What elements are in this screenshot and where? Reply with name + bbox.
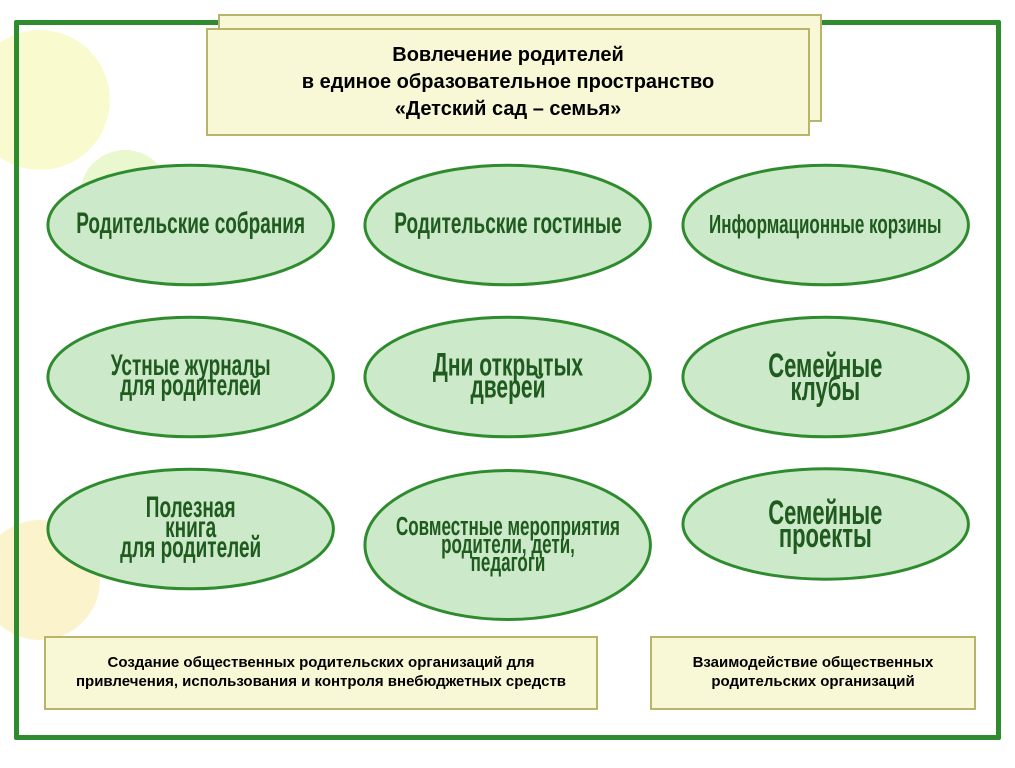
bubble-r1c1: Родительские собрания: [42, 160, 339, 290]
bubble-label: Совместные мероприятияродители, дети,пед…: [371, 518, 645, 572]
bubble-label: Информационные корзины: [689, 216, 963, 234]
title-line3: «Детский сад – семья»: [228, 96, 788, 123]
bubble-text-line: Родительские гостиные: [394, 210, 621, 241]
bubble-r3c1: Полезнаякнигадля родителей: [42, 464, 339, 594]
footer-left-text: Создание общественных родительских орган…: [62, 654, 580, 692]
bubble-text-line: проекты: [779, 518, 872, 554]
bubble-text-line: Информационные корзины: [709, 211, 942, 239]
footer-right-box: Взаимодействие общественных родительских…: [650, 636, 976, 710]
bubble-label: Полезнаякнигадля родителей: [54, 499, 328, 559]
bubble-text-line: для родителей: [120, 533, 261, 564]
bubble-r1c3: Информационные корзины: [677, 160, 974, 290]
bubble-r1c2: Родительские гостиные: [359, 160, 656, 290]
bubble-text-line: для родителей: [120, 372, 261, 403]
bubble-text-line: Родительские собрания: [76, 210, 305, 241]
bubble-label: Родительские собрания: [54, 215, 328, 235]
bubble-label: Устные журналыдля родителей: [54, 357, 328, 397]
bubble-label: Дни открытыхдверей: [371, 355, 645, 399]
bubble-text-line: педагоги: [471, 549, 546, 577]
title-line2: в единое образовательное пространство: [228, 69, 788, 96]
bubble-r2c3: Семейныеклубы: [677, 312, 974, 442]
bubble-grid: Родительские собрания Родительские гостин…: [42, 160, 974, 626]
footer-right-text: Взаимодействие общественных родительских…: [668, 654, 958, 692]
bubble-r3c2: Совместные мероприятияродители, дети,пед…: [359, 464, 656, 626]
bubble-label: Семейныепроекты: [689, 501, 963, 547]
bubble-r3c3: Семейныепроекты: [677, 464, 974, 584]
footer-left-box: Создание общественных родительских орган…: [44, 636, 598, 710]
title-box: Вовлечение родителей в единое образовате…: [206, 28, 810, 136]
bubble-r2c2: Дни открытыхдверей: [359, 312, 656, 442]
bubble-text-line: дверей: [470, 371, 545, 405]
bubble-r2c1: Устные журналыдля родителей: [42, 312, 339, 442]
bubble-label: Родительские гостиные: [371, 215, 645, 235]
title-line1: Вовлечение родителей: [228, 42, 788, 69]
bubble-text-line: клубы: [791, 371, 861, 407]
bubble-label: Семейныеклубы: [689, 354, 963, 400]
